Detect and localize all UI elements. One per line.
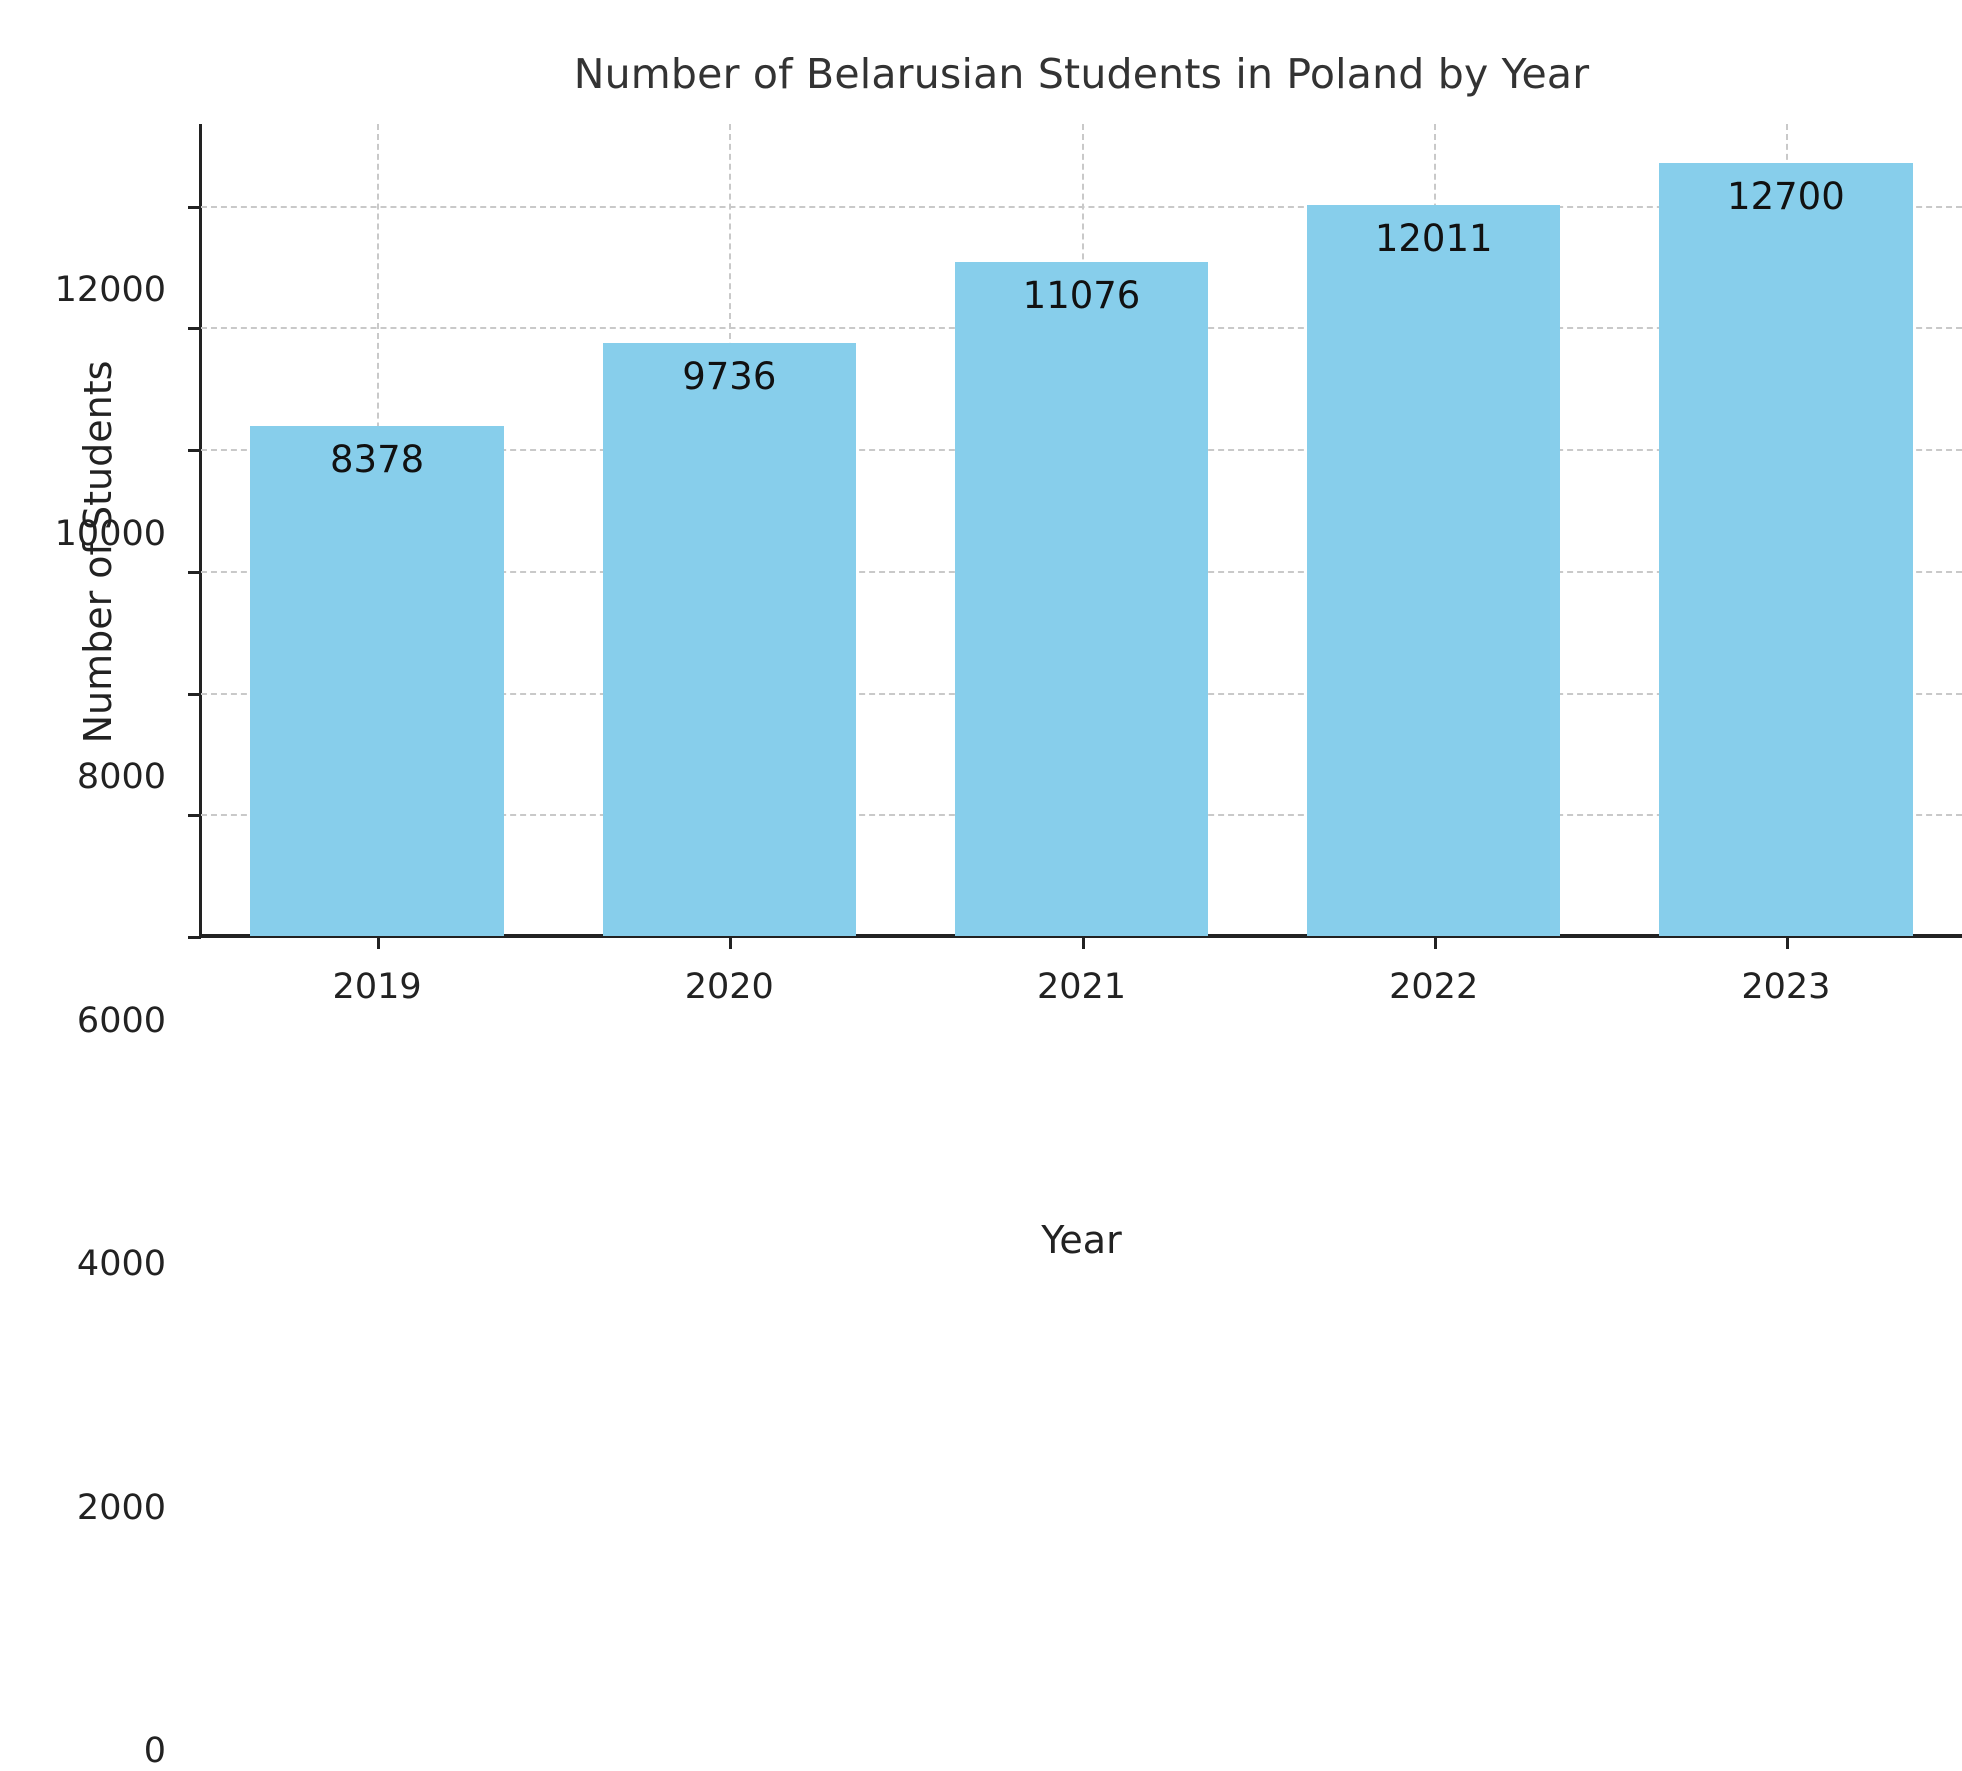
x-tick-mark bbox=[1081, 936, 1085, 949]
chart-figure: Number of Belarusian Students in Poland … bbox=[54, 50, 1962, 1771]
y-tick-mark: 6000 bbox=[77, 570, 201, 1041]
y-tick-label: 6000 bbox=[76, 1000, 166, 1041]
y-axis-spine bbox=[199, 124, 202, 938]
x-tick-mark bbox=[377, 936, 381, 949]
bar[interactable] bbox=[602, 343, 857, 936]
y-tick-label: 4000 bbox=[76, 1244, 166, 1285]
y-tick-label: 0 bbox=[143, 1731, 166, 1771]
bar-value-label: 11076 bbox=[1022, 273, 1141, 317]
x-tick-mark bbox=[1433, 936, 1437, 949]
bar-value-label: 8378 bbox=[330, 438, 425, 482]
y-tick-mark: 10000 bbox=[55, 327, 201, 554]
x-axis-title: Year bbox=[1041, 1218, 1122, 1262]
x-tick-label: 2020 bbox=[684, 967, 774, 1007]
y-tick-label: 8000 bbox=[76, 757, 166, 798]
bar[interactable] bbox=[250, 426, 504, 936]
y-tick-label: 10000 bbox=[54, 513, 166, 554]
y-axis-title: Number of Students bbox=[76, 360, 120, 744]
bar-value-label: 9736 bbox=[682, 355, 777, 399]
bar[interactable] bbox=[1306, 204, 1561, 936]
x-tick-mark bbox=[1785, 936, 1789, 949]
y-tick-mark: 0 bbox=[144, 936, 201, 1771]
y-tick-label: 12000 bbox=[54, 270, 166, 311]
x-tick-mark bbox=[729, 936, 733, 949]
x-tick-label: 2023 bbox=[1741, 967, 1831, 1007]
y-tick-mark: 4000 bbox=[77, 692, 201, 1284]
plot-area: 0 2000 4000 6000 8000 10000 12000 2019 2020 2021… bbox=[55, 124, 1962, 1771]
x-axis-spine bbox=[199, 934, 1962, 938]
bar[interactable] bbox=[954, 261, 1209, 936]
y-tick-mark: 2000 bbox=[77, 814, 201, 1528]
y-tick-mark: 8000 bbox=[77, 449, 201, 797]
y-tick-mark: 12000 bbox=[55, 205, 201, 310]
x-tick-label: 2019 bbox=[332, 967, 422, 1007]
x-tick-label: 2022 bbox=[1389, 967, 1479, 1007]
bar[interactable] bbox=[1659, 162, 1913, 936]
x-tick-label: 2021 bbox=[1036, 967, 1127, 1007]
bar-value-label: 12700 bbox=[1727, 174, 1845, 218]
bar-value-label: 12011 bbox=[1374, 216, 1493, 260]
y-tick-label: 2000 bbox=[76, 1487, 166, 1528]
chart-title: Number of Belarusian Students in Poland … bbox=[573, 50, 1590, 98]
